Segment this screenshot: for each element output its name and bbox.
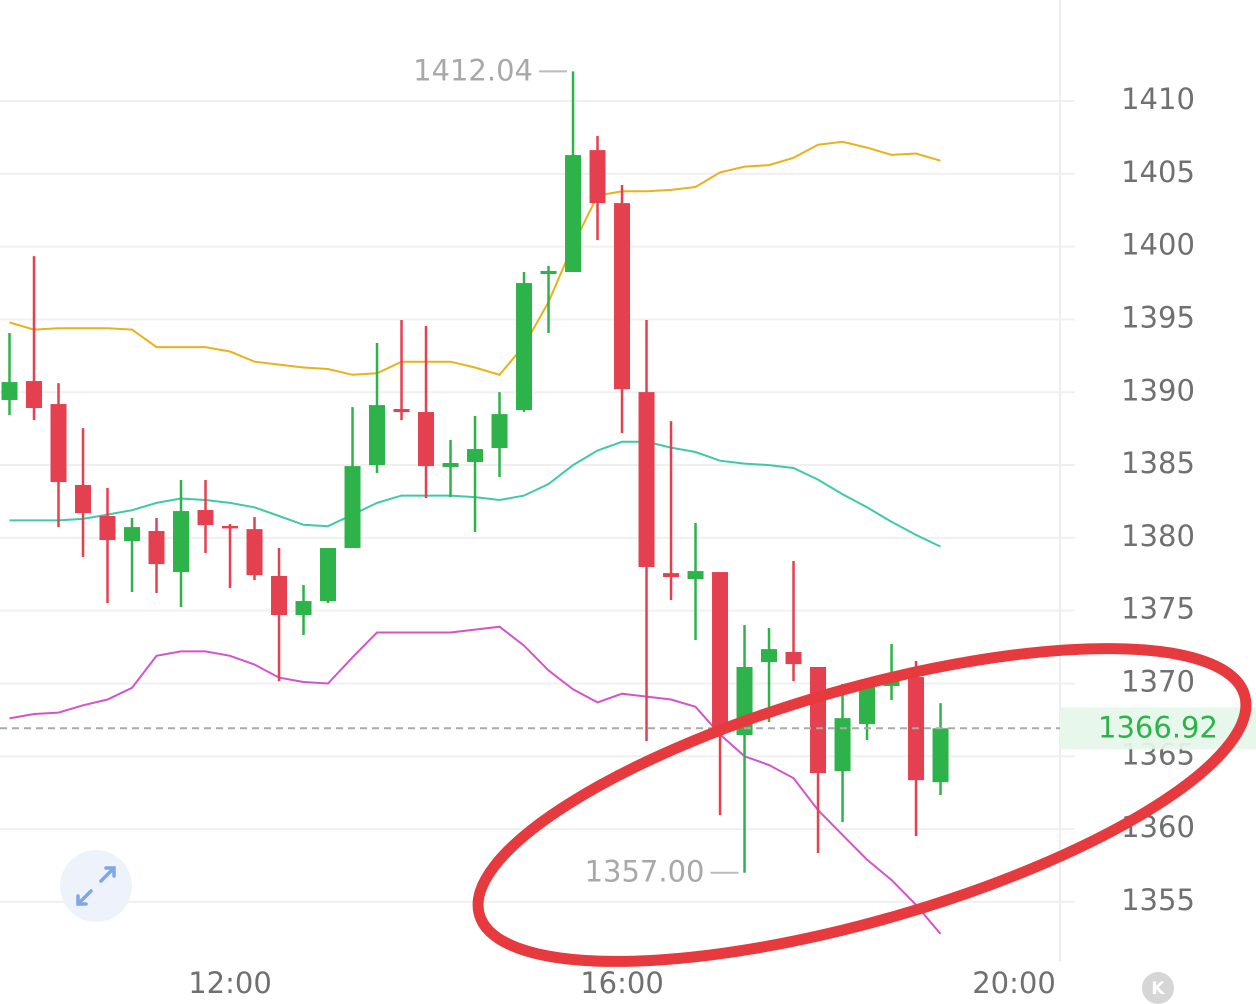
candle-body — [271, 576, 288, 616]
candle-body — [859, 686, 876, 725]
y-tick-label: 1380 — [1121, 519, 1195, 553]
x-tick-label: 20:00 — [972, 966, 1056, 1000]
candle-body — [99, 516, 116, 541]
y-tick-label: 1395 — [1121, 300, 1195, 334]
y-tick-label: 1410 — [1121, 82, 1195, 116]
band-line — [9, 140, 941, 376]
y-tick-label: 1405 — [1121, 155, 1195, 189]
highlight-ellipse — [472, 643, 1252, 967]
candle-body — [222, 525, 239, 529]
candle-body — [418, 412, 435, 467]
expand-bg[interactable] — [60, 850, 132, 922]
candle-body — [516, 283, 533, 411]
candle-body — [246, 529, 263, 576]
candle-body — [75, 485, 92, 514]
x-tick-label: 12:00 — [188, 966, 272, 1000]
candle-body — [295, 601, 312, 616]
candle-body — [761, 649, 778, 663]
candle-body — [810, 667, 827, 774]
y-tick-label: 1390 — [1121, 373, 1195, 407]
candle-body — [540, 270, 557, 275]
candle-body — [173, 511, 190, 573]
annotation-label: 1357.00 — [585, 855, 705, 889]
candle-body — [565, 155, 582, 272]
candle-body — [834, 718, 851, 772]
candle-body — [442, 463, 459, 468]
expand-icon[interactable] — [76, 866, 116, 906]
candle-body — [687, 571, 704, 580]
candle-body — [369, 405, 386, 466]
candle-body — [320, 548, 337, 602]
candle-body — [50, 404, 67, 483]
candle-body — [26, 381, 43, 408]
y-tick-label: 1355 — [1121, 883, 1195, 917]
candles — [1, 71, 949, 873]
candle-body — [589, 150, 606, 204]
candle-body — [491, 414, 508, 449]
candle-body — [614, 203, 631, 390]
x-tick-label: 16:00 — [580, 966, 664, 1000]
y-tick-label: 1400 — [1121, 228, 1195, 262]
candle-body — [932, 728, 949, 783]
candle-body — [1, 382, 18, 400]
candle-body — [785, 652, 802, 665]
y-tick-label: 1370 — [1121, 664, 1195, 698]
y-tick-label: 1375 — [1121, 592, 1195, 626]
annotation-label: 1412.04 — [413, 53, 533, 87]
candle-body — [638, 392, 655, 567]
expand-button[interactable] — [60, 850, 132, 922]
last-price-label: 1366.92 — [1098, 710, 1218, 744]
candle-body — [467, 449, 484, 462]
k-bg[interactable] — [1142, 972, 1174, 1004]
labels: 1355136013651370137513801385139013951400… — [0, 53, 1256, 1000]
candle-body — [712, 572, 729, 734]
candle-body — [148, 531, 165, 565]
candle-body — [344, 466, 361, 549]
last-price-box — [1060, 707, 1256, 750]
candle-body — [663, 573, 680, 578]
candle-body — [197, 510, 214, 526]
candle-body — [393, 408, 410, 413]
candle-body — [124, 527, 141, 542]
k-label[interactable]: K — [1151, 979, 1165, 999]
y-tick-label: 1385 — [1121, 446, 1195, 480]
band-line — [9, 625, 942, 935]
k-button[interactable]: K — [1142, 972, 1174, 1004]
